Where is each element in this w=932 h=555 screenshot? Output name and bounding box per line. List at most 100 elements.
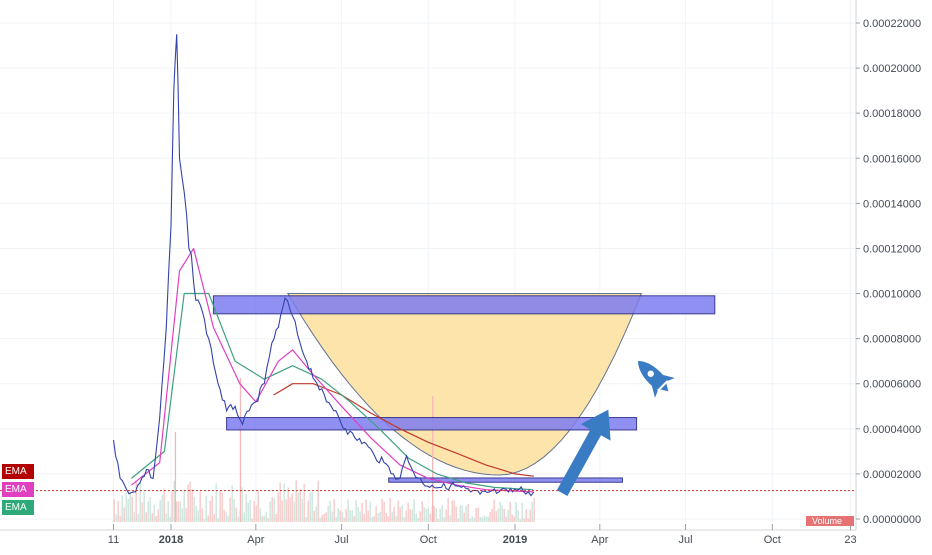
volume-bar — [405, 510, 407, 522]
volume-bar — [311, 491, 313, 522]
volume-bar — [407, 502, 409, 522]
volume-bar — [507, 509, 509, 522]
volume-bar — [215, 483, 217, 522]
volume-badge: Volume — [806, 516, 854, 526]
volume-bar — [533, 497, 535, 522]
volume-bar — [229, 497, 231, 522]
volume-bar — [375, 506, 377, 522]
price-and-ema-lines — [112, 34, 535, 497]
volume-bar — [469, 518, 471, 522]
volume-bar — [519, 518, 521, 522]
volume-bar — [485, 516, 487, 522]
price-tick-label: 0.00006000 — [863, 379, 921, 391]
volume-bar — [263, 515, 265, 522]
volume-bar — [381, 498, 383, 522]
volume-bar — [505, 516, 507, 522]
volume-bar — [385, 512, 387, 522]
volume-bar — [183, 489, 185, 522]
volume-bar — [167, 500, 169, 522]
price-tick-label: 0.00012000 — [863, 243, 921, 255]
volume-bar — [495, 511, 497, 522]
volume-bar — [497, 508, 499, 522]
volume-bar — [121, 495, 123, 522]
volume-bar — [367, 510, 369, 522]
volume-bar — [181, 508, 183, 522]
volume-bar — [511, 514, 513, 522]
volume-bar — [413, 499, 415, 522]
volume-bar — [383, 501, 385, 522]
volume-bar — [203, 518, 205, 522]
volume-bar — [287, 487, 289, 522]
volume-bar — [353, 516, 355, 522]
volume-bar — [473, 517, 475, 522]
volume-bar — [127, 499, 129, 522]
volume-bar — [481, 517, 483, 522]
volume-bar — [191, 489, 193, 522]
volume-bar — [339, 510, 341, 522]
volume-bar — [275, 514, 277, 522]
volume-bar — [259, 508, 261, 522]
volume-bar — [187, 484, 189, 522]
volume-bar — [487, 516, 489, 522]
volume-bar — [273, 497, 275, 522]
volume-bar — [433, 506, 435, 522]
volume-bar — [113, 499, 115, 522]
zone-rect-2[interactable] — [226, 417, 638, 431]
ema-mid-line — [131, 292, 533, 491]
volume-bar — [347, 499, 349, 522]
volume-bar — [423, 507, 425, 522]
volume-bar — [493, 499, 495, 522]
price-tick-label: 0.00014000 — [863, 198, 921, 210]
volume-bar — [333, 499, 335, 522]
volume-bar — [517, 510, 519, 522]
volume-bar — [137, 514, 139, 522]
volume-bar — [125, 492, 127, 522]
volume-bar — [387, 516, 389, 522]
volume-bar — [233, 499, 235, 522]
time-tick-label: Oct — [764, 534, 781, 546]
volume-bar — [225, 512, 227, 522]
price-line — [112, 34, 535, 497]
zone-rect-3[interactable] — [388, 477, 623, 483]
volume-bar — [161, 494, 163, 522]
legend-ema-3[interactable]: EMA — [2, 500, 34, 515]
volume-bar — [277, 492, 279, 522]
price-tick-label: 0.00000000 — [863, 514, 921, 526]
volume-bar — [279, 482, 281, 522]
volume-bar — [515, 502, 517, 522]
volume-bar — [399, 507, 401, 522]
legend-ema-1[interactable]: EMA — [2, 464, 34, 479]
time-tick-label: Jul — [335, 534, 349, 546]
volume-bar — [499, 501, 501, 522]
volume-bar — [305, 516, 307, 522]
volume-bar — [237, 516, 239, 522]
volume-bar — [523, 518, 525, 522]
volume-bar — [369, 501, 371, 522]
support-resistance-zones[interactable] — [212, 295, 716, 483]
price-tick-label: 0.00022000 — [863, 18, 921, 30]
volume-bar — [317, 480, 319, 522]
volume-bar — [509, 501, 511, 522]
volume-bar — [421, 501, 423, 522]
volume-bar — [195, 506, 197, 522]
volume-bar — [501, 505, 503, 522]
price-tick-label: 0.00018000 — [863, 108, 921, 120]
volume-bar — [245, 494, 247, 522]
volume-bar — [213, 513, 215, 522]
volume-bar — [329, 500, 331, 522]
volume-bar — [283, 483, 285, 522]
volume-bar — [449, 515, 451, 522]
volume-bar — [409, 509, 411, 522]
volume-bar — [173, 480, 175, 522]
volume-bar — [141, 502, 143, 522]
volume-bar — [219, 490, 221, 522]
legend-ema-2[interactable]: EMA — [2, 482, 34, 497]
volume-bar — [341, 511, 343, 522]
volume-bar — [349, 510, 351, 522]
volume-bar — [115, 514, 117, 522]
volume-bar — [231, 485, 233, 522]
volume-spike — [174, 432, 177, 522]
volume-bar — [241, 487, 243, 522]
